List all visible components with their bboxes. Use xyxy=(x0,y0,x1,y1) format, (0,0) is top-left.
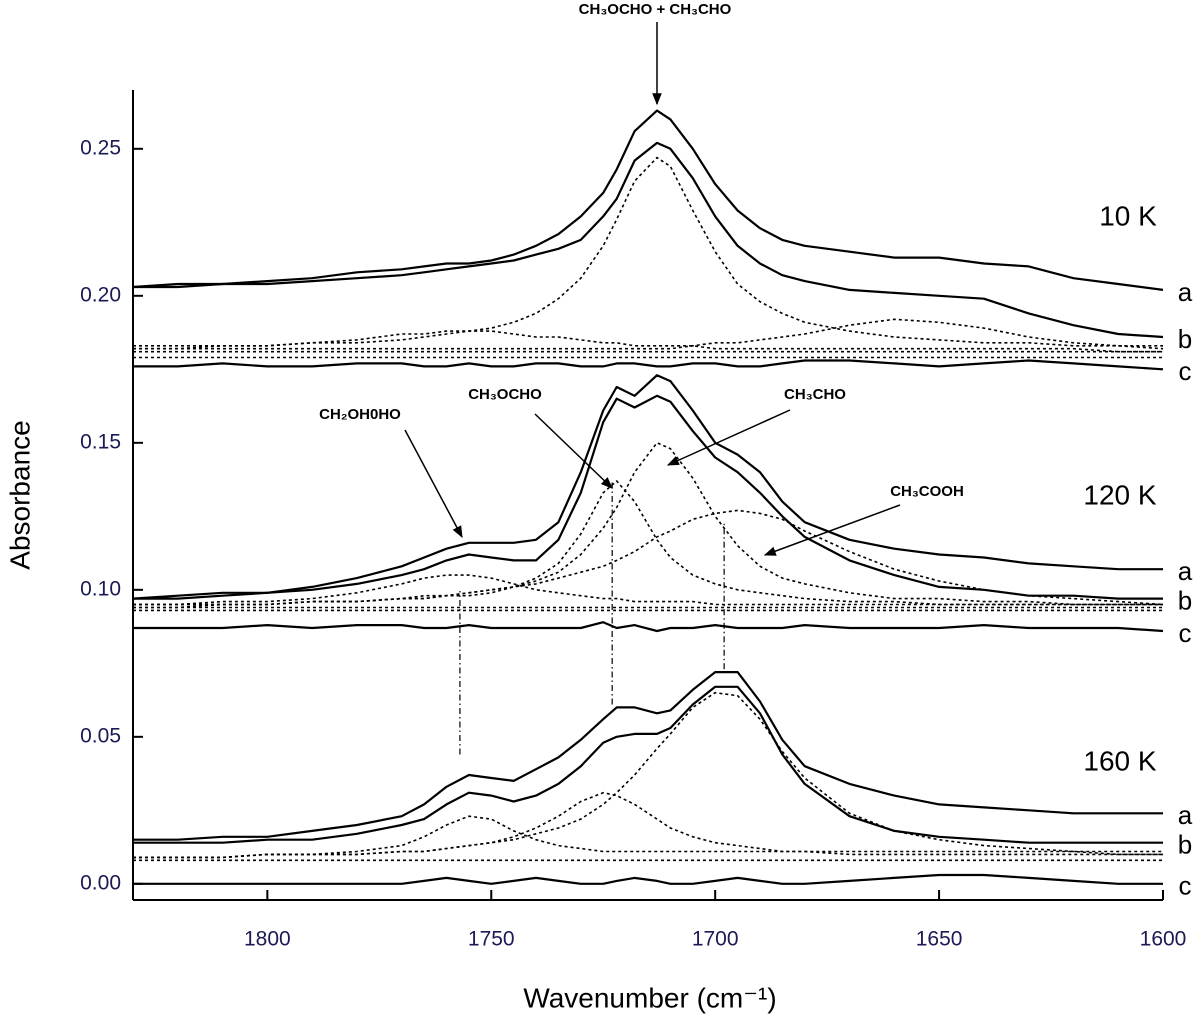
spectrum-line xyxy=(132,374,1163,600)
annotation-arrow xyxy=(666,409,791,466)
spectrum-line xyxy=(133,685,1163,844)
annotation: CH₃COOH xyxy=(890,483,964,500)
annotation-arrow xyxy=(404,429,463,539)
annotation: CH₂OH0HO xyxy=(319,406,401,423)
series-label: b xyxy=(1178,324,1192,354)
y-tick-label: 0.25 xyxy=(80,136,121,159)
y-tick-label: 0.10 xyxy=(80,577,121,600)
series-label: c xyxy=(1179,356,1192,386)
y-tick-label: 0.00 xyxy=(80,871,121,894)
x-axis-label: Wavenumber (cm⁻¹) xyxy=(523,982,776,1013)
spectrum-line xyxy=(133,671,1163,841)
component-curve xyxy=(133,815,1163,859)
series-label: a xyxy=(1178,556,1193,586)
component-curve xyxy=(133,691,1163,859)
annotation: CH₃OCHO + CH₃CHO xyxy=(579,1,732,18)
y-axis-label: Absorbance xyxy=(4,420,35,569)
spectrum-line xyxy=(133,873,1163,885)
spectrum-line xyxy=(133,394,1163,600)
component-curve xyxy=(133,509,1164,609)
component-curve xyxy=(133,574,1163,606)
series-label: b xyxy=(1178,830,1192,860)
y-tick-label: 0.15 xyxy=(80,430,121,453)
x-tick-label: 1650 xyxy=(916,928,963,951)
series-label: c xyxy=(1179,618,1192,648)
spectrum-line xyxy=(133,359,1164,371)
x-tick-label: 1800 xyxy=(244,928,291,951)
series-label: a xyxy=(1178,277,1193,307)
spectrum-line xyxy=(133,621,1164,633)
annotation-arrow xyxy=(763,504,901,556)
x-tick-label: 1600 xyxy=(1140,928,1187,951)
component-curve xyxy=(133,156,1163,347)
component-curve xyxy=(133,330,1163,353)
temperature-label: 120 K xyxy=(1083,479,1156,510)
y-tick-label: 0.20 xyxy=(80,283,121,306)
series-label: a xyxy=(1178,800,1193,830)
component-curve xyxy=(133,318,1164,350)
temperature-label: 10 K xyxy=(1099,200,1157,231)
spectrum-line xyxy=(132,109,1164,291)
y-tick-label: 0.05 xyxy=(80,724,121,747)
temperature-label: 160 K xyxy=(1083,745,1156,776)
annotation-arrow xyxy=(534,413,613,489)
annotation: CH₃OCHO xyxy=(468,386,542,403)
x-tick-label: 1700 xyxy=(692,928,739,951)
annotation: CH₃CHO xyxy=(784,386,846,403)
x-tick-label: 1750 xyxy=(468,928,515,951)
series-label: c xyxy=(1179,871,1192,901)
series-label: b xyxy=(1178,586,1192,616)
spectrum-line xyxy=(133,141,1164,339)
